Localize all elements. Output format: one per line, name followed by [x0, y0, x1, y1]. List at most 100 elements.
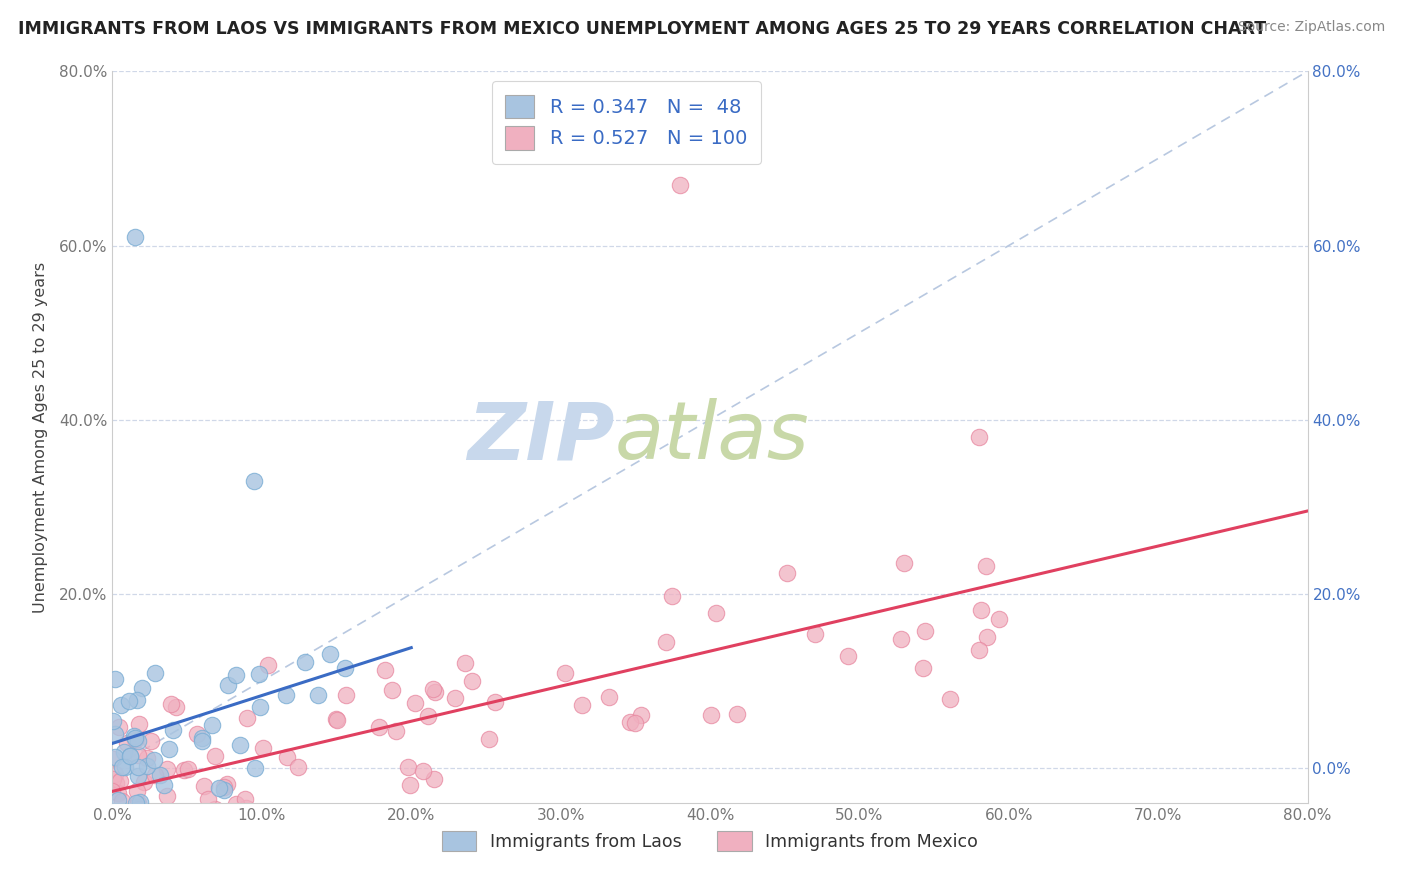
Text: atlas: atlas: [614, 398, 810, 476]
Text: IMMIGRANTS FROM LAOS VS IMMIGRANTS FROM MEXICO UNEMPLOYMENT AMONG AGES 25 TO 29 : IMMIGRANTS FROM LAOS VS IMMIGRANTS FROM …: [18, 20, 1267, 37]
Point: [385, 724, 408, 739]
Text: ZIP: ZIP: [467, 398, 614, 476]
Point: [125, 835, 148, 849]
Point: [134, 775, 156, 789]
Point: [143, 805, 166, 820]
Point: [191, 731, 214, 746]
Point: [276, 750, 298, 764]
Point: [114, 760, 136, 774]
Point: [212, 780, 235, 794]
Point: [233, 791, 256, 805]
Point: [131, 818, 153, 832]
Point: [157, 741, 180, 756]
Point: [257, 657, 280, 672]
Point: [970, 603, 993, 617]
Point: [914, 624, 936, 638]
Point: [136, 807, 159, 822]
Point: [893, 557, 915, 571]
Point: [214, 783, 236, 797]
Point: [287, 759, 309, 773]
Y-axis label: Unemployment Among Ages 25 to 29 years: Unemployment Among Ages 25 to 29 years: [32, 261, 48, 613]
Point: [422, 682, 444, 697]
Text: Source: ZipAtlas.com: Source: ZipAtlas.com: [1237, 20, 1385, 34]
Point: [974, 559, 997, 574]
Point: [461, 673, 484, 688]
Point: [204, 802, 226, 816]
Point: [333, 661, 356, 675]
Point: [111, 760, 134, 774]
Point: [368, 720, 391, 734]
Point: [423, 684, 446, 698]
Point: [160, 697, 183, 711]
Point: [325, 712, 347, 726]
Point: [249, 699, 271, 714]
Point: [165, 700, 187, 714]
Point: [127, 769, 149, 783]
Point: [104, 672, 127, 686]
Point: [225, 668, 247, 682]
Point: [804, 627, 827, 641]
Point: [115, 736, 138, 750]
Point: [326, 713, 349, 727]
Point: [624, 715, 647, 730]
Point: [114, 830, 136, 845]
Point: [217, 678, 239, 692]
Point: [704, 606, 727, 620]
Point: [243, 474, 266, 488]
Point: [274, 688, 297, 702]
Point: [125, 693, 148, 707]
Point: [131, 807, 153, 822]
Point: [725, 706, 748, 721]
Point: [208, 805, 231, 820]
Point: [142, 754, 165, 768]
Point: [700, 707, 723, 722]
Point: [136, 751, 159, 765]
Point: [418, 709, 440, 723]
Point: [143, 666, 166, 681]
Point: [404, 696, 426, 710]
Point: [107, 720, 129, 734]
Point: [967, 643, 990, 657]
Point: [229, 738, 252, 752]
Point: [381, 683, 404, 698]
Point: [976, 630, 998, 644]
Point: [939, 691, 962, 706]
Point: [173, 764, 195, 778]
Point: [103, 714, 125, 728]
Point: [107, 845, 129, 859]
Point: [112, 745, 135, 759]
Point: [129, 795, 152, 809]
Point: [108, 774, 131, 789]
Point: [335, 689, 357, 703]
Point: [124, 229, 146, 244]
Point: [197, 792, 219, 806]
Point: [111, 794, 134, 808]
Point: [661, 589, 683, 603]
Point: [135, 759, 157, 773]
Point: [139, 734, 162, 748]
Point: [399, 778, 422, 792]
Point: [125, 796, 148, 810]
Point: [153, 778, 176, 792]
Point: [110, 813, 132, 827]
Point: [412, 764, 434, 778]
Point: [124, 732, 146, 747]
Point: [120, 748, 142, 763]
Point: [186, 727, 208, 741]
Point: [193, 779, 215, 793]
Point: [149, 768, 172, 782]
Point: [104, 767, 127, 781]
Point: [101, 783, 124, 797]
Point: [247, 667, 270, 681]
Point: [243, 761, 266, 775]
Point: [118, 694, 141, 708]
Point: [374, 663, 396, 677]
Point: [655, 635, 678, 649]
Point: [122, 729, 145, 743]
Point: [118, 748, 141, 763]
Point: [443, 691, 465, 706]
Point: [128, 802, 150, 816]
Legend: Immigrants from Laos, Immigrants from Mexico: Immigrants from Laos, Immigrants from Me…: [433, 822, 987, 860]
Point: [156, 762, 179, 776]
Point: [630, 707, 652, 722]
